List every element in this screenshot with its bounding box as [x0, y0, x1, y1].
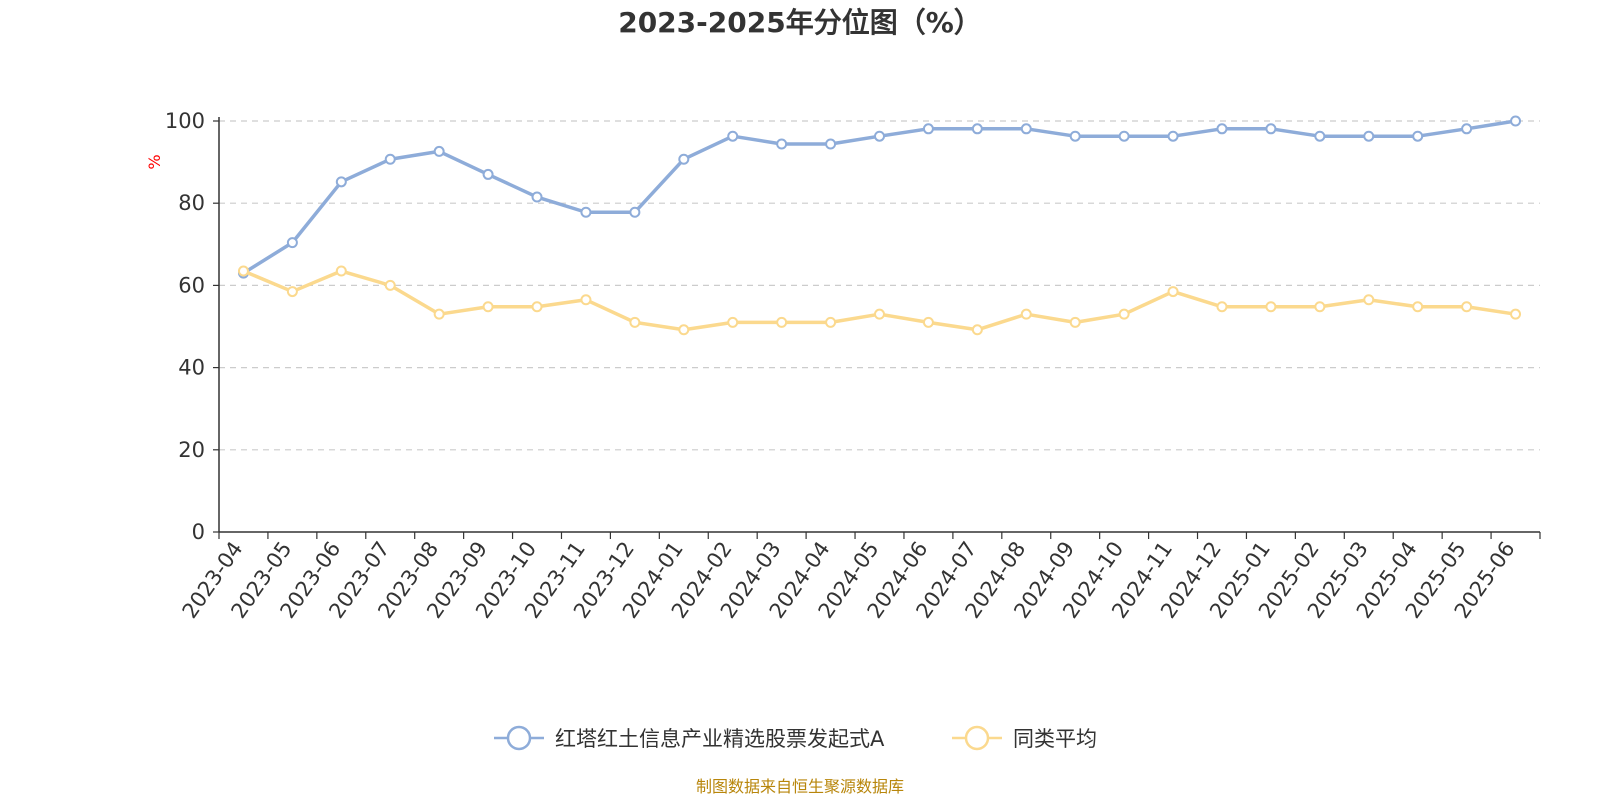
data-point: [727, 130, 739, 142]
data-point: [482, 168, 494, 180]
data-point: [1167, 130, 1179, 142]
legend-item-1[interactable]: 红塔红土信息产业精选股票发起式A: [494, 725, 885, 751]
data-point: [531, 191, 543, 203]
data-point: [335, 265, 347, 277]
data-point: [1314, 301, 1326, 313]
data-point: [1314, 130, 1326, 142]
data-point: [1412, 130, 1424, 142]
data-point: [1363, 294, 1375, 306]
data-point: [384, 279, 396, 291]
data-point: [1265, 123, 1277, 135]
data-point: [629, 206, 641, 218]
chart-title: 2023-2025年分位图（%）: [618, 6, 982, 39]
data-point: [482, 301, 494, 313]
series-line: [241, 119, 1518, 275]
data-point: [237, 265, 249, 277]
data-point: [825, 316, 837, 328]
data-point: [1265, 301, 1277, 313]
data-point: [1020, 123, 1032, 135]
data-point: [776, 138, 788, 150]
data-point: [971, 324, 983, 336]
data-point: [531, 301, 543, 313]
y-tick-label: 100: [165, 109, 205, 133]
series-line: [241, 269, 1518, 332]
data-point: [1216, 301, 1228, 313]
data-point: [580, 294, 592, 306]
data-point: [727, 316, 739, 328]
series-group: [237, 115, 1522, 336]
data-point: [825, 138, 837, 150]
data-point: [1363, 130, 1375, 142]
y-tick-label: 20: [178, 438, 205, 462]
y-axis-label: %: [145, 154, 164, 169]
data-point: [1069, 316, 1081, 328]
y-tick-label: 40: [178, 356, 205, 380]
y-tick-label: 0: [192, 520, 205, 544]
data-point: [678, 324, 690, 336]
data-point: [384, 153, 396, 165]
y-tick-label: 80: [178, 191, 205, 215]
legend-marker: [964, 725, 990, 751]
legend[interactable]: 红塔红土信息产业精选股票发起式A 同类平均: [494, 725, 1097, 751]
series-1: [237, 115, 1522, 279]
data-point: [1167, 286, 1179, 298]
data-point: [1069, 130, 1081, 142]
data-point: [1510, 115, 1522, 127]
data-point: [286, 286, 298, 298]
data-point: [1118, 130, 1130, 142]
data-point: [922, 316, 934, 328]
y-tick-label: 60: [178, 273, 205, 297]
data-point: [286, 237, 298, 249]
data-point: [971, 123, 983, 135]
axes: 0204060801002023-042023-052023-062023-07…: [165, 109, 1541, 623]
grid-lines: [219, 120, 1540, 451]
data-point: [1118, 308, 1130, 320]
data-point: [335, 176, 347, 188]
data-point: [874, 130, 885, 142]
data-point: [678, 153, 690, 165]
data-point: [629, 316, 641, 328]
source-note: 制图数据来自恒生聚源数据库: [696, 777, 904, 796]
data-point: [433, 145, 445, 157]
data-point: [1020, 308, 1032, 320]
data-point: [1461, 301, 1473, 313]
data-point: [433, 308, 445, 320]
data-point: [1461, 123, 1473, 135]
data-point: [874, 308, 885, 320]
data-point: [922, 123, 934, 135]
legend-item-2[interactable]: 同类平均: [952, 725, 1097, 751]
data-point: [1412, 301, 1424, 313]
data-point: [580, 206, 592, 218]
legend-label: 红塔红土信息产业精选股票发起式A: [555, 727, 885, 751]
data-point: [776, 316, 788, 328]
legend-label: 同类平均: [1013, 727, 1097, 751]
legend-marker: [506, 725, 532, 751]
data-point: [1510, 308, 1522, 320]
series-2: [237, 265, 1522, 336]
data-point: [1216, 123, 1228, 135]
